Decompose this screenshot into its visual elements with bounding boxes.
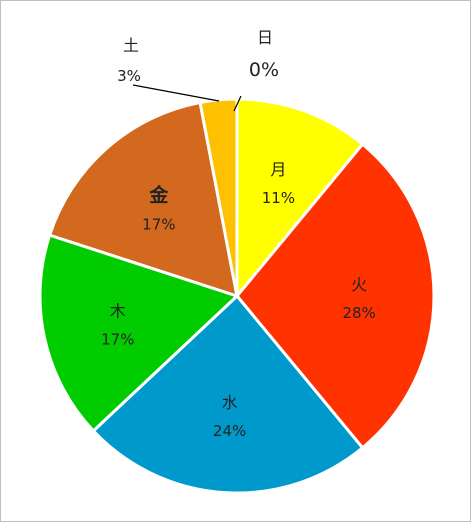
slice-label-3: 水 [222,393,238,412]
pie-slices [38,97,436,495]
slice-label-4: 木 [110,302,126,321]
pie-slice-1 [235,97,365,298]
slice-label-6: 土 [123,36,139,55]
slice-label-0: 日 [257,28,273,47]
leader-line-6 [132,84,220,102]
pie-slice-6 [198,97,239,298]
slice-value-6: 3% [117,67,141,85]
slice-label-2: 火 [351,275,367,294]
pie-slice-3 [91,294,365,495]
slice-value-5: 17% [142,215,175,233]
pie-labels: 日 0% 月 11% 火 28% 水 24% 木 17% 金 17% 土 3% [101,28,376,440]
slice-value-4: 17% [101,331,134,349]
slice-value-1: 11% [262,189,295,207]
pie-slice-4 [38,233,239,433]
slice-value-2: 28% [342,304,375,322]
slice-value-3: 24% [213,422,246,440]
slice-label-1: 月 [270,160,286,179]
leader-line-0 [233,95,242,112]
pie-slice-5 [48,100,239,298]
slice-label-5: 金 [148,183,169,206]
slice-value-0: 0% [249,59,279,81]
pie-slice-2 [235,142,436,450]
